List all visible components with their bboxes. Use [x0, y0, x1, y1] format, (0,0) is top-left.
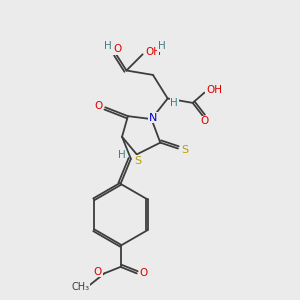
- Text: O: O: [113, 44, 122, 54]
- Text: OH: OH: [145, 47, 161, 57]
- Text: O: O: [200, 116, 208, 126]
- Text: H: H: [118, 150, 126, 160]
- Text: OH: OH: [206, 85, 222, 95]
- Text: CH₃: CH₃: [72, 282, 90, 292]
- Text: O: O: [94, 101, 103, 111]
- Text: H: H: [104, 41, 112, 51]
- Text: O: O: [94, 267, 102, 277]
- Text: N: N: [149, 112, 157, 123]
- Text: S: S: [135, 156, 142, 166]
- Text: H: H: [158, 41, 166, 51]
- Text: O: O: [139, 268, 147, 278]
- Text: S: S: [181, 145, 188, 155]
- Text: H: H: [170, 98, 178, 108]
